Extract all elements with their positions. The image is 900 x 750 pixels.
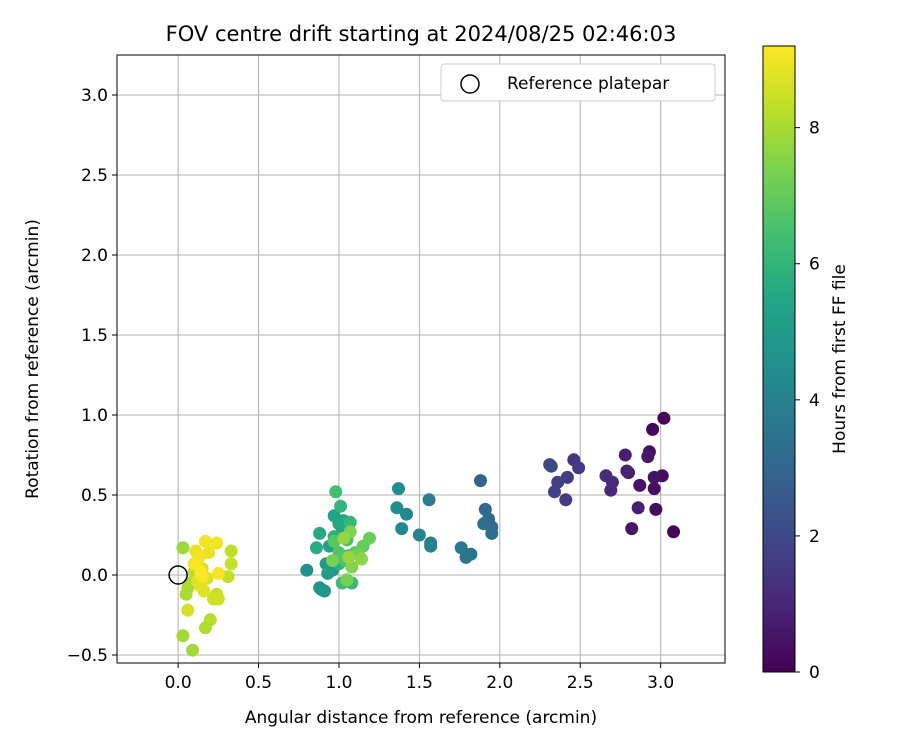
data-point (207, 592, 221, 606)
data-point (422, 493, 436, 507)
y-tick-label: −0.5 (67, 646, 108, 666)
colorbar-label: Hours from first FF file (830, 264, 850, 454)
plot-area (116, 54, 726, 664)
data-point (390, 501, 404, 515)
data-point (176, 541, 190, 555)
data-point (395, 522, 409, 536)
x-tick-label: 3.0 (647, 673, 674, 693)
data-point (543, 458, 557, 472)
colorbar-ticks: 0 2 4 6 8 (795, 119, 820, 683)
data-point (649, 502, 663, 516)
x-tick-label: 2.5 (567, 673, 594, 693)
data-point (321, 566, 335, 580)
y-tick-label: 0.5 (81, 486, 108, 506)
x-tick-label: 1.5 (406, 673, 433, 693)
data-point (317, 584, 331, 598)
y-tick-label: 1.5 (81, 326, 108, 346)
data-point (198, 534, 212, 548)
y-tick-label: 2.0 (81, 246, 108, 266)
data-point (647, 470, 661, 484)
data-point (197, 584, 211, 598)
data-point (599, 469, 613, 483)
data-point (633, 478, 647, 492)
legend-marker (460, 74, 480, 94)
data-point (203, 613, 217, 627)
x-axis-ticks: 0.0 0.5 1.0 1.5 2.0 2.5 3.0 (165, 663, 674, 693)
data-point (337, 531, 351, 545)
data-point (343, 515, 357, 529)
data-point (300, 563, 314, 577)
data-point (477, 517, 491, 531)
y-tick-label: 1.0 (81, 406, 108, 426)
data-point (224, 544, 238, 558)
data-point (194, 565, 208, 579)
x-axis-label: Angular distance from reference (arcmin) (245, 708, 597, 728)
data-point (646, 422, 660, 436)
x-tick-label: 0.5 (245, 673, 272, 693)
data-point (342, 550, 356, 564)
data-point (667, 525, 681, 539)
data-point (186, 643, 200, 657)
data-point (340, 573, 354, 587)
colorbar-tick-label: 0 (809, 663, 820, 683)
data-point (620, 464, 634, 478)
data-point (363, 531, 377, 545)
data-point (560, 470, 574, 484)
data-point (412, 528, 426, 542)
colorbar-tick-label: 6 (809, 255, 820, 275)
data-point (391, 482, 405, 496)
data-point (326, 554, 340, 568)
data-point (400, 507, 414, 521)
chart-title: FOV centre drift starting at 2024/08/25 … (166, 22, 677, 46)
data-point (548, 485, 562, 499)
data-point (631, 501, 645, 515)
data-point (313, 526, 327, 540)
y-axis-ticks: −0.5 0.0 0.5 1.0 1.5 2.0 2.5 3.0 (67, 86, 117, 666)
data-point (454, 541, 468, 555)
colorbar-gradient (762, 45, 796, 673)
plot-background (117, 55, 725, 663)
data-point (474, 474, 488, 488)
data-point (176, 629, 190, 643)
y-tick-label: 3.0 (81, 86, 108, 106)
data-point (224, 557, 238, 571)
y-tick-label: 2.5 (81, 166, 108, 186)
colorbar-tick-label: 2 (809, 527, 820, 547)
legend: Reference platepar (440, 63, 716, 102)
data-point (211, 566, 225, 580)
plot-frame (116, 54, 726, 664)
data-point (334, 499, 348, 513)
x-tick-label: 2.0 (486, 673, 513, 693)
y-tick-label: 0.0 (81, 566, 108, 586)
data-point (641, 450, 655, 464)
y-axis-label: Rotation from reference (arcmin) (23, 219, 43, 499)
x-tick-label: 1.0 (325, 673, 352, 693)
data-point (309, 541, 323, 555)
colorbar: 0 2 4 6 8 Hours from first FF file (762, 45, 850, 683)
data-point (559, 493, 573, 507)
data-point (647, 482, 661, 496)
data-point (485, 526, 499, 540)
colorbar-tick-label: 8 (809, 119, 820, 139)
legend-box (440, 63, 716, 102)
data-point (657, 411, 671, 425)
legend-label: Reference platepar (507, 74, 669, 94)
data-point (202, 546, 216, 560)
reference-marker (168, 565, 188, 585)
data-point (618, 448, 632, 462)
data-point (354, 552, 368, 566)
data-point (329, 485, 343, 499)
colorbar-tick-label: 4 (809, 391, 820, 411)
data-point (210, 536, 224, 550)
data-point (459, 550, 473, 564)
data-point (424, 539, 438, 553)
scatter-points (176, 411, 681, 657)
data-point (181, 603, 195, 617)
data-point (625, 522, 639, 536)
x-tick-label: 0.0 (165, 673, 192, 693)
data-point (572, 461, 586, 475)
